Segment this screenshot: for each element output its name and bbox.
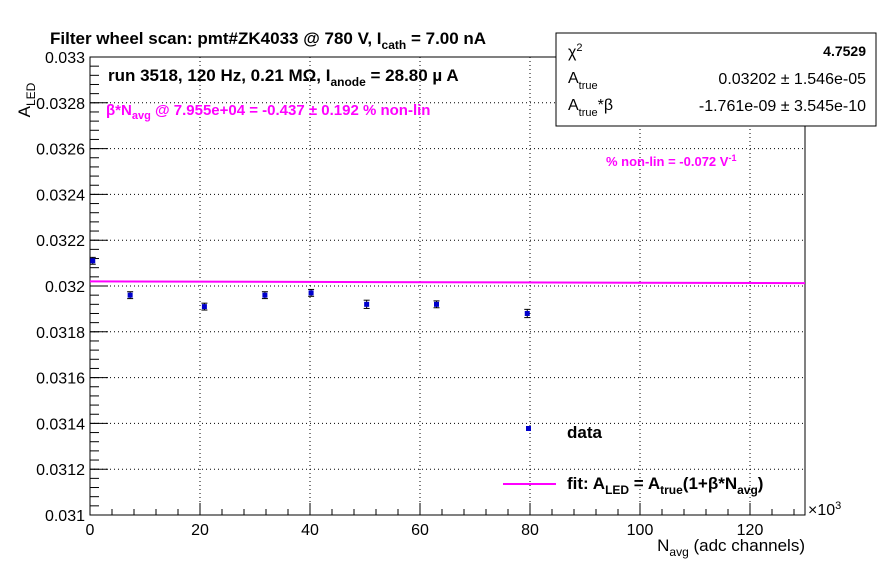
- legend-data-label: data: [567, 423, 603, 442]
- data-point: [433, 300, 440, 309]
- y-tick-label: 0.0328: [36, 96, 85, 113]
- stats-atrueb-value: -1.761e-09 ± 3.545e-10: [699, 98, 866, 115]
- x-tick-label: 80: [521, 522, 539, 539]
- y-axis-label-sub: LED: [24, 82, 38, 106]
- data-point: [201, 302, 208, 311]
- data-point: [89, 256, 96, 265]
- title-text: Filter wheel scan: pmt#ZK4033 @ 780 V, I: [50, 29, 382, 48]
- nonlin-label-p2: @ 7.955e+04 = -0.437 ± 0.192 % non-lin: [151, 102, 431, 119]
- x-tick-label: 60: [411, 522, 429, 539]
- y-tick-label: 0.0316: [36, 371, 85, 388]
- y-tick-label: 0.032: [45, 279, 85, 296]
- stats-box-frame: [555, 32, 877, 127]
- data-marker: [524, 310, 530, 316]
- legend-fit-s3: avg: [737, 483, 758, 497]
- y-tick-label: 0.0326: [36, 142, 85, 159]
- stats-atrueb-label-sub: true: [579, 107, 598, 119]
- points-layer: [89, 256, 531, 319]
- legend-fit-s2: true: [660, 483, 683, 497]
- stats-chi2-label-sup: 2: [576, 42, 582, 54]
- data-marker: [127, 292, 133, 298]
- stats-atrue-label: Atrue: [568, 70, 598, 92]
- stats-atrueb-label-text: A: [568, 97, 579, 114]
- run-label-sub: anode: [330, 75, 366, 89]
- nonlin-label: β*Navg @ 7.955e+04 = -0.437 ± 0.192 % no…: [106, 102, 430, 122]
- y-tick-label: 0.0318: [36, 325, 85, 342]
- legend-fit-p1: fit: A: [567, 474, 605, 493]
- x-axis-multiplier: ×103: [808, 500, 841, 519]
- data-point: [308, 288, 315, 297]
- data-marker: [90, 258, 96, 264]
- legend-fit-label: fit: ALED = Atrue(1+β*Navg): [567, 474, 763, 497]
- nonlin-per-volt-text: % non-lin = -0.072 V: [606, 154, 729, 169]
- x-tick-label: 100: [627, 522, 654, 539]
- fit-layer: [89, 280, 806, 285]
- axes: 0 20 40 60 80 100 120 0.031 0.0312 0.0314 0.0316 0.…: [36, 50, 795, 539]
- data-point: [524, 308, 531, 319]
- y-tick-label: 0.031: [45, 508, 85, 525]
- data-point: [363, 299, 370, 309]
- y-axis-label-main: A: [15, 105, 34, 117]
- x-tick-label: 40: [301, 522, 319, 539]
- chart-title: Filter wheel scan: pmt#ZK4033 @ 780 V, I…: [50, 29, 486, 52]
- y-tick-label: 0.0314: [36, 416, 85, 433]
- stats-chi2-label: χ2: [568, 42, 583, 61]
- y-axis-label: ALED: [15, 82, 38, 117]
- y-tick-label: 0.0322: [36, 233, 85, 250]
- y-tick-label: 0.033: [45, 50, 85, 67]
- x-tick-label: 120: [737, 522, 764, 539]
- x-axis-multiplier-exp: 3: [835, 500, 841, 512]
- grid: [89, 56, 805, 516]
- data-marker: [364, 301, 370, 307]
- stats-box: χ2 4.7529 Atrue 0.03202 ± 1.546e-05 Atru…: [555, 32, 877, 127]
- run-label-suffix: = 28.80 µ A: [366, 66, 459, 85]
- x-tick-label: 20: [191, 522, 209, 539]
- run-label: run 3518, 120 Hz, 0.21 MΩ, Ianode = 28.8…: [108, 66, 459, 89]
- x-axis-label-rest: (adc channels): [689, 536, 805, 555]
- nonlin-label-sub: avg: [132, 110, 151, 122]
- data-marker: [434, 301, 439, 307]
- stats-atrueb-label: Atrue*β: [568, 97, 613, 119]
- data-marker: [308, 290, 314, 296]
- stats-atrue-label-sub: true: [579, 80, 598, 92]
- data-marker: [262, 292, 268, 298]
- fit-line: [89, 280, 806, 285]
- y-tick-label: 0.0324: [36, 187, 85, 204]
- nonlin-per-volt-sup: -1: [728, 153, 736, 163]
- legend-data-marker: [526, 426, 531, 431]
- x-axis-label-main: N: [657, 536, 669, 555]
- run-label-text: run 3518, 120 Hz, 0.21 MΩ, I: [108, 66, 330, 85]
- data-marker: [201, 304, 207, 310]
- legend-fit-p3: (1+β*N: [683, 474, 737, 493]
- stats-chi2-value: 4.7529: [823, 43, 866, 59]
- data-point: [261, 291, 268, 300]
- nonlin-label-p1: β*N: [106, 102, 132, 119]
- stats-atrueb-label-suffix: *β: [598, 97, 613, 114]
- y-tick-label: 0.0312: [36, 462, 85, 479]
- legend: data fit: ALED = Atrue(1+β*Navg): [503, 423, 763, 497]
- x-axis-multiplier-text: ×10: [808, 502, 835, 519]
- stats-atrue-label-text: A: [568, 70, 579, 87]
- x-tick-label: 0: [86, 522, 95, 539]
- x-axis-label-sub: avg: [669, 545, 688, 559]
- x-axis-label: Navg (adc channels): [657, 536, 805, 559]
- legend-fit-p2: = A: [629, 474, 660, 493]
- legend-fit-s1: LED: [605, 483, 629, 497]
- nonlin-per-volt-label: % non-lin = -0.072 V-1: [606, 153, 736, 169]
- title-sub: cath: [382, 38, 407, 52]
- title-suffix: = 7.00 nA: [406, 29, 486, 48]
- stats-chi2-label-text: χ: [568, 44, 577, 61]
- data-point: [127, 291, 134, 300]
- legend-fit-p4: ): [758, 474, 764, 493]
- stats-atrue-value: 0.03202 ± 1.546e-05: [718, 71, 866, 88]
